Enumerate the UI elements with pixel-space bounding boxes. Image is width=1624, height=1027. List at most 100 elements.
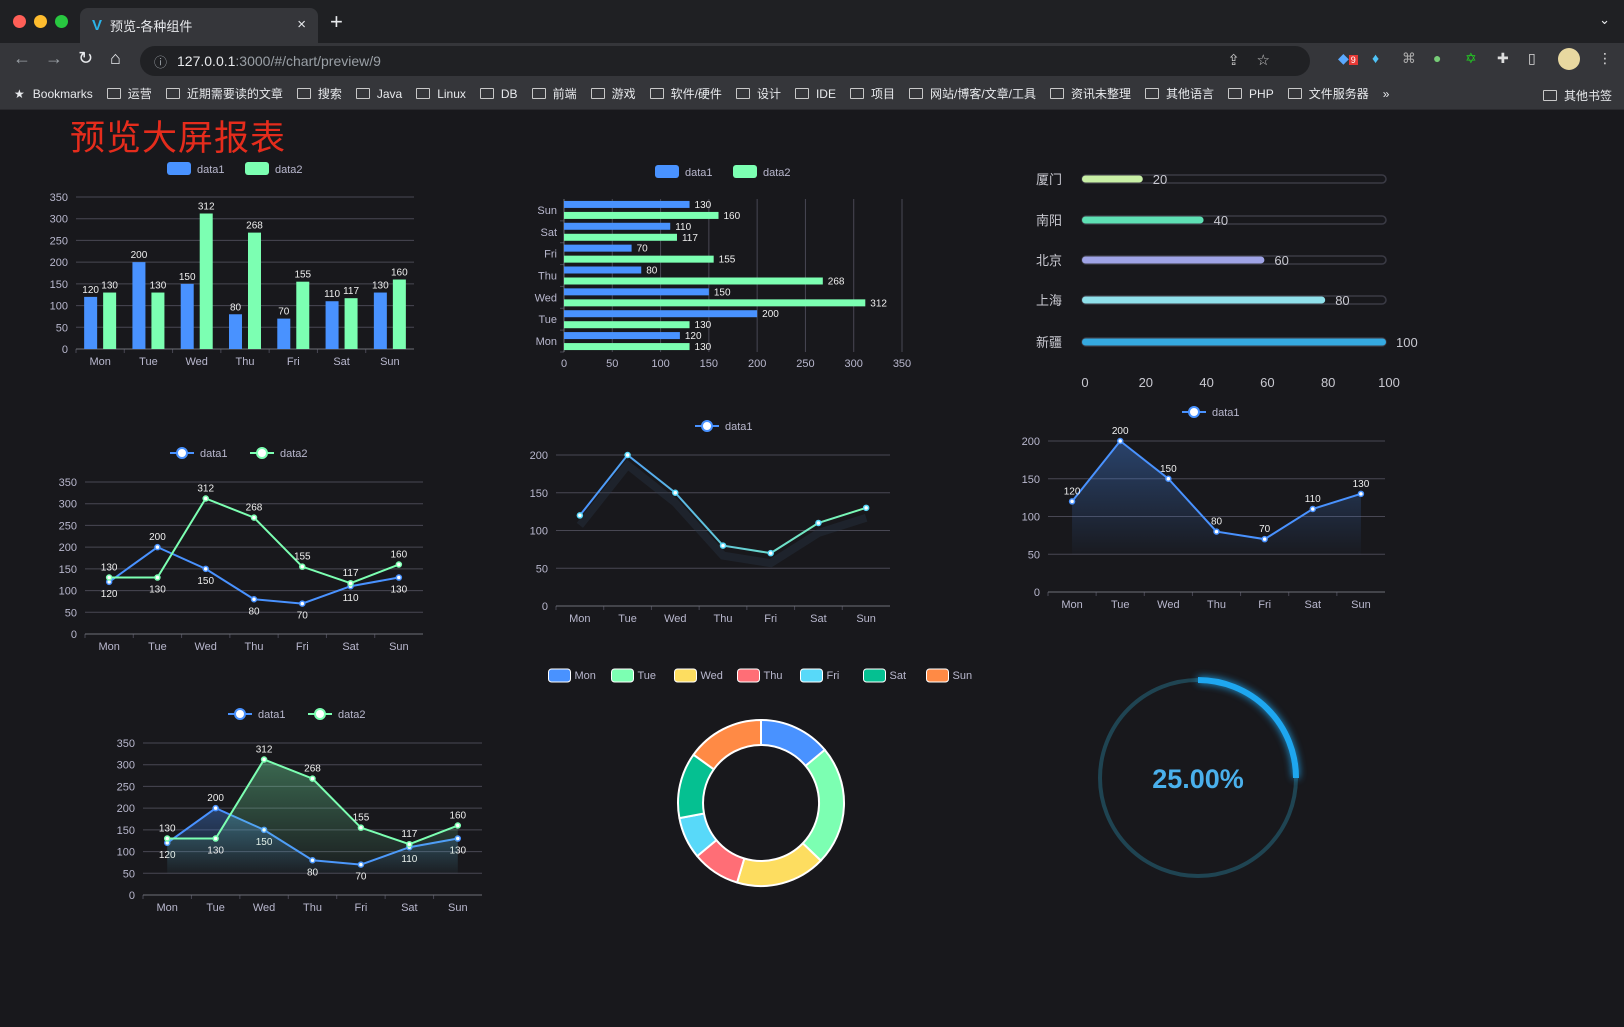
legend-item-Sun[interactable]: Sun: [926, 668, 973, 683]
bookmark-folder[interactable]: 其他语言: [1145, 85, 1214, 102]
legend-item-data1[interactable]: data1: [655, 165, 713, 179]
tab-search-button[interactable]: ⌄: [1599, 12, 1610, 27]
legend-item-data2[interactable]: data2: [733, 165, 791, 179]
legend-item-data1[interactable]: data1: [695, 420, 753, 433]
data-point[interactable]: [767, 549, 774, 557]
data-point[interactable]: [862, 504, 870, 512]
bookmark-folder[interactable]: 资讯未整理: [1050, 85, 1131, 102]
bookmark-folder[interactable]: 前端: [531, 85, 577, 102]
tab-close-button[interactable]: ×: [297, 16, 306, 33]
legend-item-Wed[interactable]: Wed: [674, 668, 723, 683]
data-point[interactable]: [1116, 437, 1124, 445]
home-icon[interactable]: ⌂: [110, 48, 121, 68]
bookmark-folder[interactable]: 游戏: [590, 85, 636, 102]
bookmark-folder[interactable]: Linux: [416, 87, 466, 101]
data-point[interactable]: [212, 835, 219, 842]
gem-extension-icon[interactable]: ♦: [1372, 50, 1380, 66]
site-info-icon[interactable]: ⓘ: [154, 54, 168, 70]
legend-item-data1[interactable]: data1: [167, 162, 225, 176]
bar-data2[interactable]: [564, 321, 690, 329]
bar-data1[interactable]: [325, 301, 339, 349]
bar-data1[interactable]: [564, 310, 758, 318]
legend-item-Mon[interactable]: Mon: [548, 668, 596, 683]
bar-data2[interactable]: [564, 343, 690, 351]
bookmark-folder[interactable]: 设计: [735, 85, 781, 102]
bar-data2[interactable]: [392, 279, 406, 349]
data-point[interactable]: [1068, 498, 1076, 505]
minimize-window-button[interactable]: [34, 15, 47, 28]
other-bookmarks-folder[interactable]: 其他书签: [1536, 87, 1612, 104]
bar-data2[interactable]: [151, 292, 165, 349]
maximize-window-button[interactable]: [55, 15, 68, 28]
legend-item-Sat[interactable]: Sat: [863, 668, 907, 683]
legend-item-data2[interactable]: data2: [308, 708, 366, 721]
bar-data2[interactable]: [564, 255, 714, 263]
bar-data1[interactable]: [84, 296, 98, 349]
bar-data1[interactable]: [564, 244, 632, 252]
legend-item-data1[interactable]: data1: [228, 708, 286, 721]
close-window-button[interactable]: [13, 15, 26, 28]
donut-slice-Sun[interactable]: [692, 719, 762, 771]
data-point[interactable]: [357, 824, 365, 831]
bookmark-folder[interactable]: 搜索: [296, 85, 342, 102]
bookmark-folder[interactable]: IDE: [794, 87, 836, 101]
share-icon[interactable]: ⇪: [1227, 52, 1240, 69]
data-point[interactable]: [154, 543, 161, 551]
bookmark-folder[interactable]: DB: [479, 87, 518, 101]
data-point[interactable]: [250, 514, 258, 521]
bookmarks-overflow-button[interactable]: »: [1382, 86, 1390, 101]
data-point[interactable]: [672, 489, 679, 496]
data-point[interactable]: [202, 495, 209, 502]
legend-item-data2[interactable]: data2: [245, 162, 303, 176]
bookmark-folder[interactable]: 运营: [106, 85, 152, 102]
data-point[interactable]: [719, 542, 727, 549]
data-point[interactable]: [1213, 528, 1220, 535]
donut-slice-Wed[interactable]: [736, 842, 822, 888]
donut-slice-Tue[interactable]: [801, 748, 845, 862]
data-point[interactable]: [1165, 475, 1172, 482]
command-extension-icon[interactable]: ⌘: [1402, 50, 1416, 66]
bar-data1[interactable]: [564, 200, 690, 208]
bookmark-folder[interactable]: Java: [355, 87, 402, 101]
data-point[interactable]: [163, 835, 171, 842]
data-point[interactable]: [202, 565, 209, 573]
bar-data1[interactable]: [564, 332, 680, 340]
bar-data2[interactable]: [564, 299, 866, 307]
tab-active[interactable]: V 预览-各种组件 ×: [80, 8, 318, 43]
bookmark-folder[interactable]: 网站/博客/文章/工具: [908, 85, 1036, 102]
legend-item-Thu[interactable]: Thu: [737, 668, 783, 683]
bar-data1[interactable]: [277, 318, 291, 349]
data-point[interactable]: [576, 512, 584, 519]
bar-data2[interactable]: [344, 298, 358, 349]
bookmark-folder[interactable]: 软件/硬件: [649, 85, 722, 102]
legend-item-data2[interactable]: data2: [250, 447, 308, 460]
data-point[interactable]: [395, 574, 403, 581]
extensions-puzzle-icon[interactable]: ✚: [1497, 50, 1509, 66]
forward-icon[interactable]: →: [45, 48, 63, 68]
bookmark-item[interactable]: ★ Bookmarks: [14, 86, 93, 101]
data-point[interactable]: [815, 519, 822, 527]
bar-data1[interactable]: [564, 288, 709, 296]
bar-data1[interactable]: [373, 292, 387, 349]
bar-data2[interactable]: [296, 281, 310, 349]
data-point[interactable]: [299, 563, 306, 570]
data-point[interactable]: [260, 756, 268, 763]
data-point[interactable]: [347, 579, 354, 587]
bar-data2[interactable]: [564, 233, 677, 241]
bar-data2[interactable]: [199, 213, 213, 349]
data-point[interactable]: [1261, 535, 1268, 543]
data-point[interactable]: [299, 600, 306, 607]
data-point[interactable]: [624, 451, 631, 459]
legend-item-data1[interactable]: data1: [170, 447, 228, 460]
star-extension-icon[interactable]: ✡: [1465, 50, 1477, 66]
data-point[interactable]: [406, 840, 413, 848]
data-point[interactable]: [1357, 490, 1365, 498]
bar-data1[interactable]: [180, 283, 194, 349]
extension-icon[interactable]: ◆ 9: [1338, 50, 1358, 66]
profile-avatar[interactable]: [1558, 48, 1580, 70]
new-tab-button[interactable]: +: [330, 9, 343, 34]
bookmark-star-icon[interactable]: ☆: [1256, 52, 1270, 69]
legend-item-Fri[interactable]: Fri: [800, 668, 840, 683]
bookmark-folder[interactable]: 文件服务器: [1287, 85, 1369, 102]
back-icon[interactable]: ←: [13, 48, 31, 68]
